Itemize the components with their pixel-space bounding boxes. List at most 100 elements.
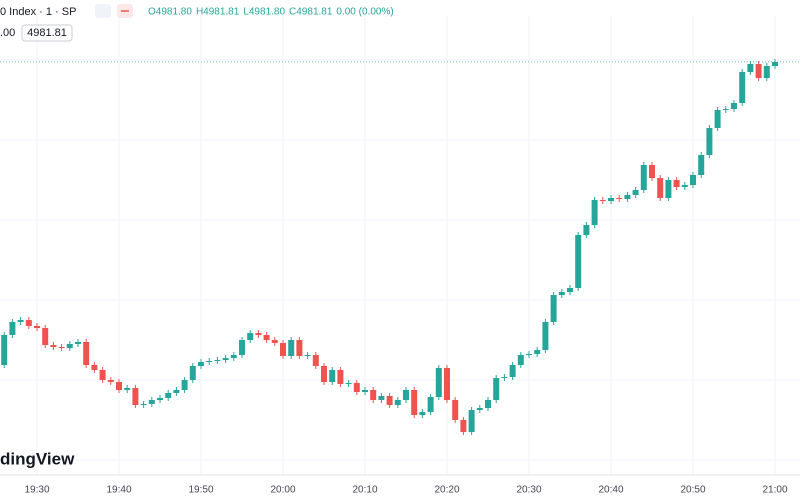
candle-body bbox=[140, 404, 147, 405]
ohlc-item: C4981.81 bbox=[289, 7, 333, 18]
price-tag: 4981.81 bbox=[27, 27, 67, 39]
x-tick-label: 20:40 bbox=[598, 485, 623, 496]
candle-body bbox=[468, 410, 475, 432]
candle-body bbox=[435, 368, 442, 397]
candle-body bbox=[485, 400, 491, 408]
candle-body bbox=[296, 340, 303, 356]
candles bbox=[1, 59, 778, 435]
ohlc-item: H4981.81 bbox=[196, 7, 240, 18]
candle-body bbox=[157, 398, 163, 400]
candle-body bbox=[42, 328, 49, 345]
candle-body bbox=[517, 355, 524, 365]
candle-body bbox=[616, 198, 623, 199]
candle-body bbox=[116, 382, 122, 390]
candle-body bbox=[189, 366, 196, 380]
candle-body bbox=[657, 178, 664, 198]
candle-body bbox=[25, 320, 32, 326]
candle-body bbox=[34, 326, 40, 328]
candle-body bbox=[148, 400, 155, 404]
candle-body bbox=[460, 420, 467, 432]
candle-body bbox=[288, 340, 295, 356]
candle-body bbox=[17, 320, 24, 322]
candle-body bbox=[165, 393, 172, 398]
candle-body bbox=[58, 347, 65, 348]
candle-body bbox=[731, 103, 737, 109]
candle-body bbox=[599, 200, 606, 201]
candle-body bbox=[230, 355, 237, 358]
candle-body bbox=[591, 200, 598, 225]
candle-body bbox=[181, 380, 188, 390]
candle-body bbox=[690, 175, 696, 185]
candle-body bbox=[608, 198, 614, 201]
candle-body bbox=[280, 343, 286, 356]
x-tick-label: 19:30 bbox=[24, 485, 49, 496]
candle-body bbox=[583, 225, 590, 235]
candle-body bbox=[403, 390, 409, 400]
candle-body bbox=[222, 358, 229, 360]
candle-body bbox=[198, 362, 204, 366]
candle-body bbox=[329, 370, 336, 382]
candle-body bbox=[394, 400, 401, 405]
candle-body bbox=[624, 195, 631, 199]
candle-body bbox=[722, 109, 729, 110]
candle-body bbox=[706, 128, 713, 155]
candle-body bbox=[370, 390, 377, 400]
candle-body bbox=[386, 396, 393, 405]
candle-body bbox=[321, 366, 327, 382]
candle-body bbox=[509, 365, 516, 377]
symbol-title: 0 Index · 1 · SP bbox=[0, 6, 76, 18]
candle-body bbox=[206, 361, 213, 362]
candle-body bbox=[271, 340, 278, 343]
candle-body bbox=[362, 390, 368, 392]
candle-body bbox=[263, 335, 270, 340]
x-tick-label: 19:40 bbox=[106, 485, 131, 496]
candle-body bbox=[739, 72, 746, 103]
candle-body bbox=[75, 342, 81, 344]
candle-body bbox=[698, 155, 705, 175]
candle-body bbox=[772, 62, 778, 66]
x-tick-label: 20:30 bbox=[516, 485, 541, 496]
header-buttons[interactable] bbox=[95, 4, 133, 18]
x-tick-label: 20:10 bbox=[352, 485, 377, 496]
candle-body bbox=[99, 370, 106, 380]
candle-body bbox=[247, 333, 254, 340]
candle-body bbox=[747, 64, 754, 72]
candle-body bbox=[632, 190, 639, 195]
ohlc-item: L4981.80 bbox=[243, 7, 285, 18]
candle-body bbox=[83, 342, 90, 365]
candle-body bbox=[763, 66, 770, 78]
candle-body bbox=[214, 360, 221, 361]
candle-body bbox=[91, 365, 98, 370]
candle-body bbox=[378, 396, 385, 400]
candle-body bbox=[673, 180, 680, 187]
candle-body bbox=[312, 355, 319, 366]
visibility-button[interactable] bbox=[95, 4, 111, 18]
candle-body bbox=[452, 400, 459, 420]
candle-body bbox=[476, 408, 483, 410]
candle-body bbox=[444, 368, 450, 400]
candle-body bbox=[526, 354, 532, 355]
candle-body bbox=[534, 350, 541, 354]
candle-body bbox=[427, 397, 434, 412]
candle-body bbox=[501, 377, 508, 378]
price-tag-box bbox=[21, 24, 73, 42]
x-tick-label: 21:00 bbox=[762, 485, 787, 496]
candle-body bbox=[714, 110, 721, 128]
candle-body bbox=[558, 292, 565, 295]
candle-body bbox=[755, 64, 762, 78]
candle-body bbox=[239, 340, 245, 355]
candle-body bbox=[9, 322, 16, 335]
candle-body bbox=[681, 185, 688, 187]
logo: dingView bbox=[0, 449, 75, 468]
candle-body bbox=[575, 235, 582, 288]
candle-body bbox=[411, 390, 418, 415]
candle-body bbox=[66, 344, 73, 348]
x-tick-label: 19:50 bbox=[188, 485, 213, 496]
candle-body bbox=[1, 335, 8, 365]
candle-body bbox=[493, 378, 500, 400]
candle-body bbox=[304, 355, 311, 356]
ohlc-legend: O4981.80 H4981.81 L4981.80 C4981.81 0.00 (0.… bbox=[148, 7, 394, 18]
